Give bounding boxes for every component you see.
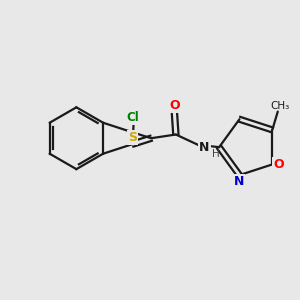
Text: N: N bbox=[199, 141, 210, 154]
Text: N: N bbox=[234, 175, 244, 188]
Text: H: H bbox=[212, 149, 220, 159]
Text: CH₃: CH₃ bbox=[270, 101, 289, 111]
Text: O: O bbox=[169, 99, 180, 112]
Text: Cl: Cl bbox=[127, 111, 140, 124]
Text: O: O bbox=[273, 158, 284, 171]
Text: S: S bbox=[128, 131, 137, 144]
